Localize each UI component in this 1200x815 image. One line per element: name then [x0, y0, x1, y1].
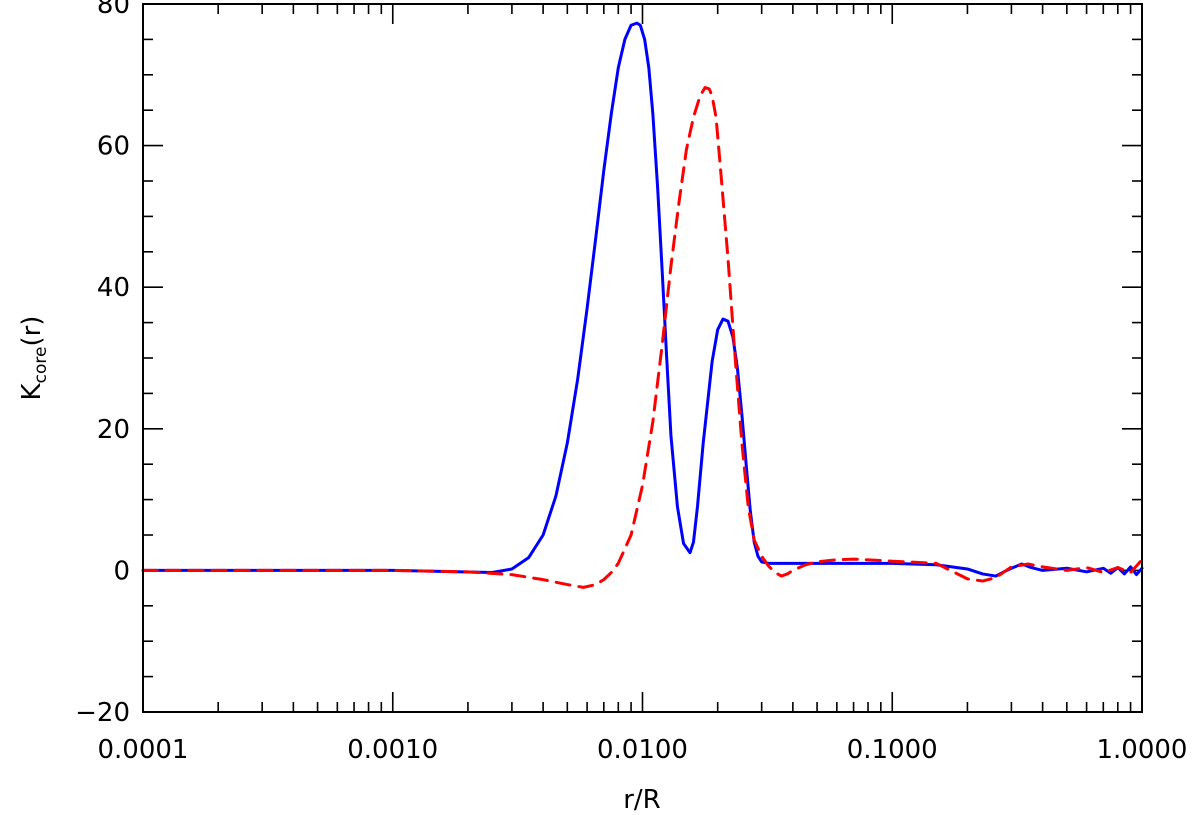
x-axis-label: r/R — [623, 785, 661, 815]
x-tick-label: 1.0000 — [1097, 735, 1188, 765]
tick-labels: 0.0001 0.0010 0.0100 0.1000 1.0000 −20 0 20 40 60… — [75, 0, 1187, 765]
series-line-dashed — [141, 86, 1144, 589]
y-tick-label: 60 — [97, 132, 130, 162]
x-tick-label: 0.1000 — [847, 735, 938, 765]
y-tick-label: 40 — [97, 273, 130, 303]
plot-frame — [142, 3, 1143, 713]
series-layer — [141, 21, 1144, 589]
x-tick-label: 0.0001 — [98, 735, 189, 765]
y-axis-label-main: K — [17, 382, 47, 400]
x-tick-label: 0.0100 — [597, 735, 688, 765]
tick-marks — [142, 3, 1143, 713]
y-tick-label: 80 — [97, 0, 130, 20]
y-tick-label: 20 — [97, 415, 130, 445]
y-axis-label: Kcore(r) — [17, 316, 51, 401]
y-axis-label-subscript: core — [31, 347, 51, 384]
series-line-solid — [141, 21, 1144, 578]
y-axis-label-suffix: (r) — [17, 316, 47, 347]
y-tick-label: 0 — [113, 556, 130, 586]
y-tick-label: −20 — [75, 698, 130, 728]
x-tick-label: 0.0010 — [347, 735, 438, 765]
